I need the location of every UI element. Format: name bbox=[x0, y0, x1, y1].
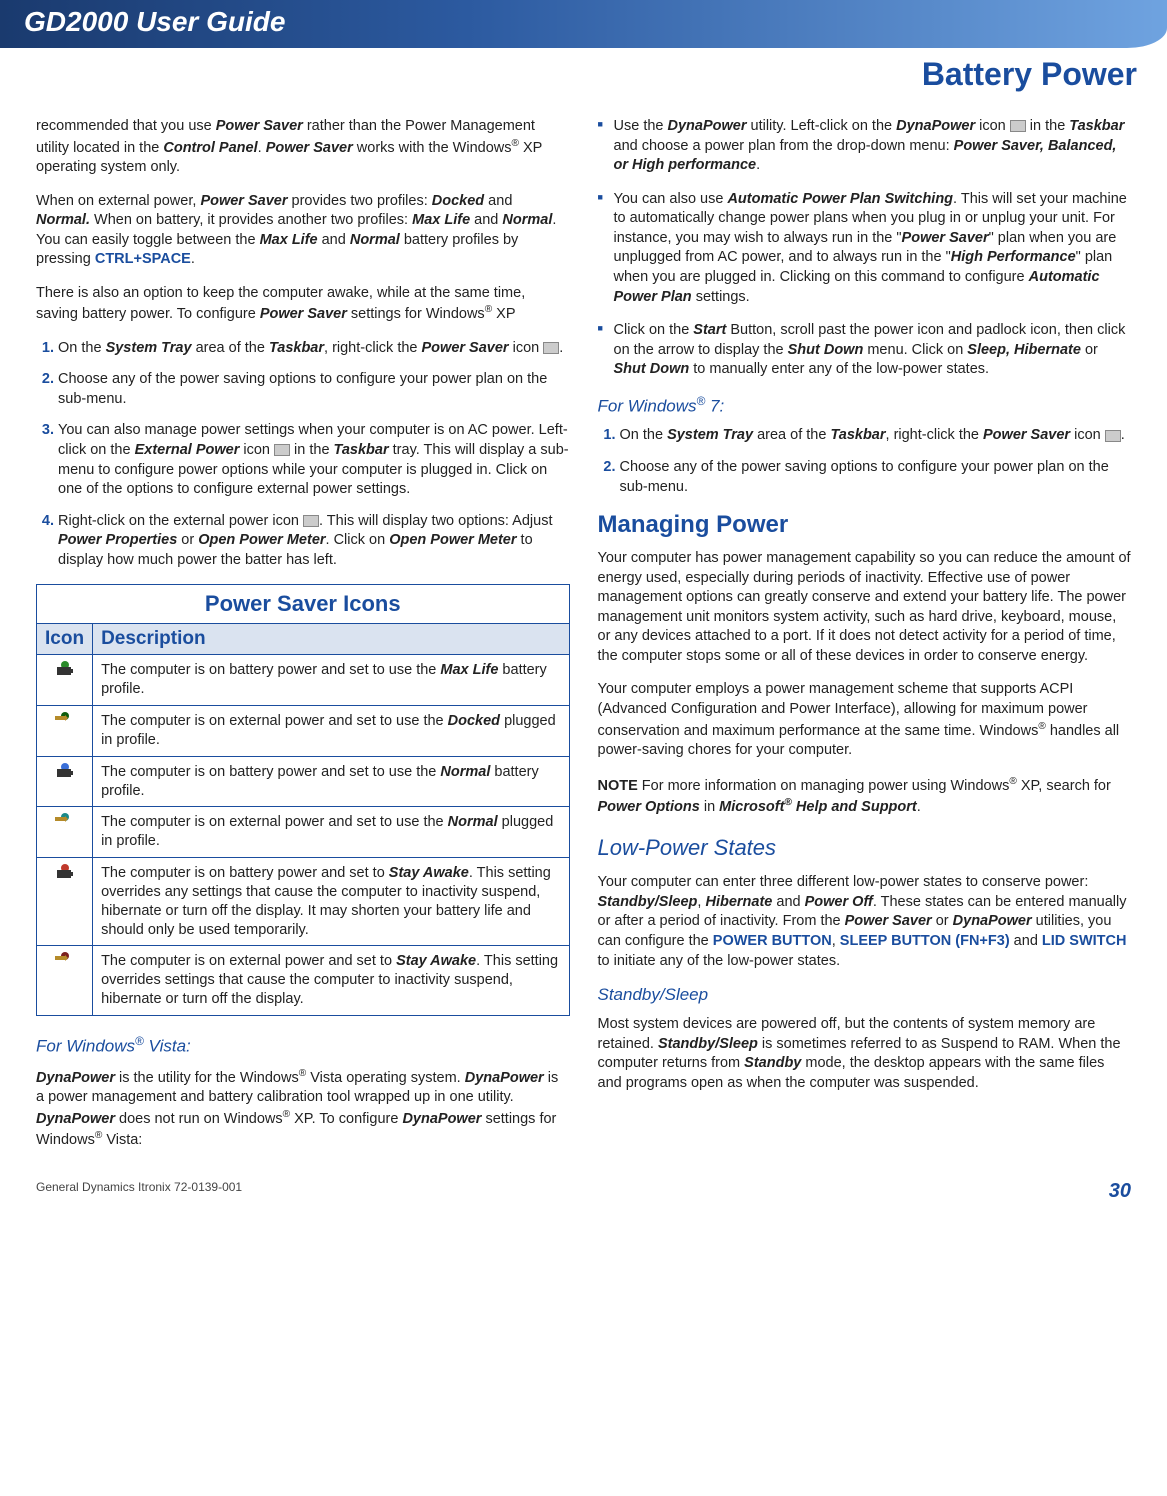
desc-cell: The computer is on external power and se… bbox=[93, 946, 569, 1016]
table-row: The computer is on external power and se… bbox=[37, 946, 570, 1016]
desc-cell: The computer is on battery power and set… bbox=[93, 858, 569, 946]
footer-left: General Dynamics Itronix 72-0139-001 bbox=[36, 1180, 242, 1203]
para-recommended: recommended that you use Power Saver rat… bbox=[36, 117, 570, 178]
icon-cell bbox=[37, 706, 93, 757]
para-profiles: When on external power, Power Saver prov… bbox=[36, 192, 570, 270]
desc-cell: The computer is on battery power and set… bbox=[93, 655, 569, 706]
icon-cell bbox=[37, 756, 93, 807]
win7-heading: For Windows® 7: bbox=[598, 394, 1132, 417]
table-row: The computer is on battery power and set… bbox=[37, 655, 570, 706]
icon-cell bbox=[37, 858, 93, 946]
desc-cell: The computer is on external power and se… bbox=[93, 706, 569, 757]
para-mp2: Your computer employs a power management… bbox=[598, 680, 1132, 760]
list-item: Choose any of the power saving options t… bbox=[58, 370, 570, 409]
page-number: 30 bbox=[1109, 1180, 1131, 1203]
low-power-states-heading: Low-Power States bbox=[598, 835, 1132, 861]
lid-switch-link[interactable]: LID SWITCH bbox=[1042, 933, 1127, 949]
vista-bullets: Use the DynaPower utility. Left-click on… bbox=[598, 117, 1132, 380]
header-bar: GD2000 User Guide bbox=[0, 0, 1167, 48]
table-row: The computer is on battery power and set… bbox=[37, 858, 570, 946]
dynapower-icon bbox=[1010, 120, 1026, 132]
para-keepawake: There is also an option to keep the comp… bbox=[36, 284, 570, 325]
power-saver-icons-table: Power Saver Icons Icon Description The c… bbox=[36, 584, 570, 1016]
table-header-desc: Description bbox=[93, 624, 569, 655]
xp-steps: On the System Tray area of the Taskbar, … bbox=[36, 339, 570, 571]
para-standby: Most system devices are powered off, but… bbox=[598, 1015, 1132, 1093]
section-title: Battery Power bbox=[0, 48, 1167, 93]
desc-cell: The computer is on external power and se… bbox=[93, 807, 569, 858]
list-item: On the System Tray area of the Taskbar, … bbox=[58, 339, 570, 359]
footer: General Dynamics Itronix 72-0139-001 30 bbox=[0, 1174, 1167, 1203]
list-item: Click on the Start Button, scroll past t… bbox=[598, 321, 1132, 380]
win7-steps: On the System Tray area of the Taskbar, … bbox=[598, 426, 1132, 497]
list-item: You can also use Automatic Power Plan Sw… bbox=[598, 190, 1132, 307]
list-item: Choose any of the power saving options t… bbox=[620, 458, 1132, 497]
external-power-icon bbox=[274, 444, 290, 456]
guide-title: GD2000 User Guide bbox=[24, 6, 285, 37]
list-item: On the System Tray area of the Taskbar, … bbox=[620, 426, 1132, 446]
table-row: The computer is on battery power and set… bbox=[37, 756, 570, 807]
column-left: recommended that you use Power Saver rat… bbox=[36, 117, 570, 1164]
desc-cell: The computer is on battery power and set… bbox=[93, 756, 569, 807]
table-caption: Power Saver Icons bbox=[36, 584, 570, 623]
managing-power-heading: Managing Power bbox=[598, 511, 1132, 539]
note-label: NOTE bbox=[598, 777, 638, 793]
tray-icon bbox=[1105, 430, 1121, 442]
icon-cell bbox=[37, 655, 93, 706]
power-button-link[interactable]: POWER BUTTON bbox=[713, 933, 832, 949]
ctrl-space-shortcut: CTRL+SPACE bbox=[95, 251, 191, 267]
table-header-icon: Icon bbox=[37, 624, 93, 655]
table-row: The computer is on external power and se… bbox=[37, 807, 570, 858]
vista-heading: For Windows® Vista: bbox=[36, 1034, 570, 1057]
para-note: NOTE For more information on managing po… bbox=[598, 775, 1132, 818]
para-lps: Your computer can enter three different … bbox=[598, 873, 1132, 971]
tray-icon bbox=[543, 342, 559, 354]
external-power-icon bbox=[303, 515, 319, 527]
table-row: The computer is on external power and se… bbox=[37, 706, 570, 757]
icon-cell bbox=[37, 807, 93, 858]
standby-heading: Standby/Sleep bbox=[598, 985, 1132, 1005]
para-vista: DynaPower is the utility for the Windows… bbox=[36, 1067, 570, 1151]
column-right: Use the DynaPower utility. Left-click on… bbox=[598, 117, 1132, 1164]
sleep-button-link[interactable]: SLEEP BUTTON (FN+F3) bbox=[840, 933, 1010, 949]
list-item: You can also manage power settings when … bbox=[58, 421, 570, 499]
list-item: Right-click on the external power icon .… bbox=[58, 512, 570, 571]
icon-cell bbox=[37, 946, 93, 1016]
list-item: Use the DynaPower utility. Left-click on… bbox=[598, 117, 1132, 176]
para-mp1: Your computer has power management capab… bbox=[598, 549, 1132, 666]
